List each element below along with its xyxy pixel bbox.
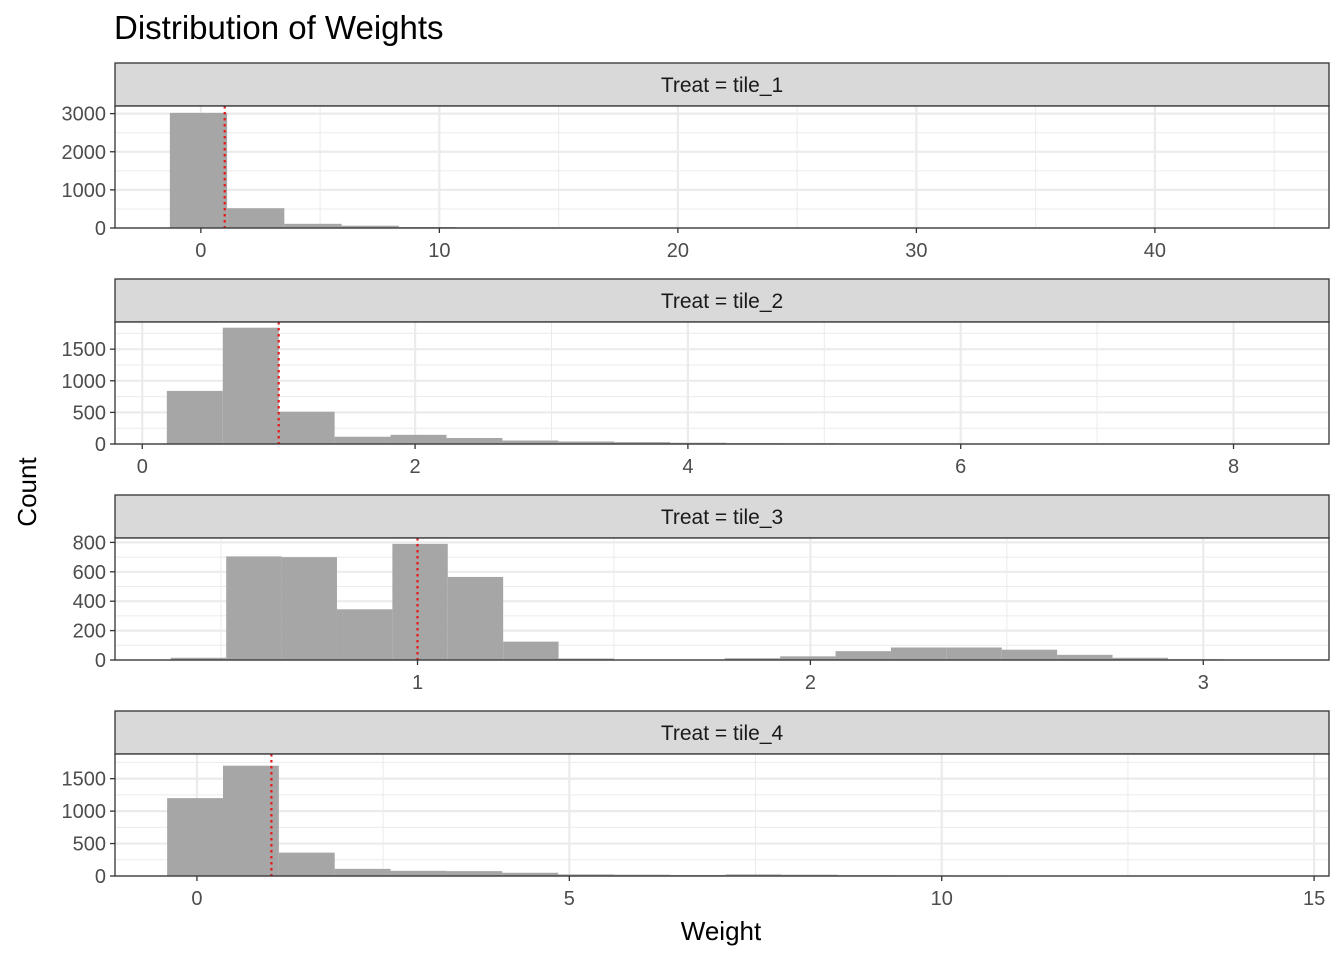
x-tick-label: 10 (931, 888, 953, 910)
facet-strip (114, 710, 1330, 755)
histogram-bar (281, 557, 337, 660)
histogram-bar (222, 327, 279, 444)
histogram-bar (1112, 657, 1168, 660)
y-tick-label: 1000 (62, 371, 107, 393)
facet-strip-label: Treat = tile_4 (661, 722, 784, 745)
panel-border (114, 537, 1330, 661)
x-tick-label: 10 (428, 240, 450, 262)
histogram-bar (614, 442, 671, 444)
x-tick-label: 15 (1303, 888, 1325, 910)
facet-panel-3: Treat = tile_3 0 200 400 600 800 1 2 3 (73, 494, 1330, 694)
facet-strip-label: Treat = tile_3 (661, 506, 783, 529)
y-tick-label: 1000 (62, 180, 107, 202)
chart-title: Distribution of Weights (114, 9, 444, 46)
x-tick-label: 0 (137, 456, 148, 478)
histogram-bar (336, 609, 393, 660)
plot-area (115, 106, 1329, 228)
histogram-bar (278, 411, 335, 444)
histogram-bar (502, 440, 559, 444)
histogram-bar (169, 112, 228, 228)
histogram-bar (780, 656, 836, 660)
facet-strip (114, 278, 1330, 323)
histogram-bar (447, 576, 504, 660)
facet-strip (114, 62, 1330, 107)
histogram-bar (227, 208, 285, 228)
histogram-bar (166, 390, 223, 444)
x-tick-label: 1 (412, 672, 423, 694)
y-tick-label: 2000 (62, 142, 107, 164)
histogram-bar (1001, 649, 1058, 660)
histogram-bar (446, 871, 503, 876)
y-tick-label: 500 (73, 834, 106, 856)
y-tick-label: 0 (95, 434, 106, 456)
panel-border (114, 321, 1330, 445)
panel-border (114, 105, 1330, 229)
histogram-bar (558, 874, 615, 876)
x-tick-label: 0 (195, 240, 206, 262)
x-tick-label: 3 (1198, 672, 1209, 694)
y-tick-label: 1000 (62, 801, 107, 823)
histogram-bar (278, 852, 335, 876)
histogram-bar (222, 765, 279, 876)
x-tick-label: 5 (564, 888, 575, 910)
histogram-bar (558, 658, 614, 660)
histogram-bar (502, 872, 559, 876)
x-tick-label: 0 (191, 888, 202, 910)
y-tick-label: 1500 (62, 769, 107, 791)
y-tick-label: 600 (73, 562, 106, 584)
facet-strip-label: Treat = tile_1 (661, 74, 783, 97)
x-tick-label: 30 (905, 240, 927, 262)
y-tick-label: 0 (95, 218, 106, 240)
histogram-bar (725, 874, 782, 876)
y-axis-label: Count (12, 457, 42, 527)
x-tick-label: 2 (410, 456, 421, 478)
histogram-bar (390, 434, 447, 444)
histogram-bar (390, 870, 447, 876)
y-tick-label: 1500 (62, 339, 107, 361)
x-tick-label: 4 (682, 456, 693, 478)
x-tick-label: 40 (1144, 240, 1166, 262)
facet-strip (114, 494, 1330, 539)
histogram-bar (284, 223, 342, 228)
y-tick-label: 200 (73, 621, 106, 643)
y-tick-label: 0 (95, 866, 106, 888)
facet-strip-label: Treat = tile_2 (661, 290, 783, 313)
y-tick-label: 3000 (62, 104, 107, 126)
histogram-bar (558, 441, 615, 444)
histogram-bar (724, 658, 781, 660)
histogram-bar (835, 651, 891, 660)
y-tick-label: 800 (73, 532, 106, 554)
x-tick-label: 2 (805, 672, 816, 694)
x-tick-label: 20 (667, 240, 689, 262)
histogram-bar (334, 436, 391, 444)
histogram-bar (446, 437, 503, 444)
y-tick-label: 400 (73, 591, 106, 613)
facet-panel-2: Treat = tile_2 0 500 1000 1500 0 2 4 6 8 (62, 278, 1330, 478)
x-tick-label: 6 (955, 456, 966, 478)
histogram-bar (341, 225, 399, 228)
facet-panel-1: Treat = tile_1 0 1000 2000 3000 0 10 20 30 40 (62, 62, 1330, 262)
x-tick-label: 8 (1228, 456, 1239, 478)
x-axis-label: Weight (681, 916, 762, 946)
y-tick-label: 0 (95, 650, 106, 672)
histogram-bar (226, 556, 282, 660)
y-tick-label: 500 (73, 402, 106, 424)
histogram-bar (392, 543, 448, 660)
facet-panel-4: Treat = tile_4 0 500 1000 1500 0 5 10 15 (62, 710, 1330, 910)
histogram-bar (167, 798, 223, 876)
histogram-bar (890, 647, 947, 660)
histogram-bar (334, 868, 391, 876)
histogram-bar (1057, 654, 1113, 660)
histogram-bar (946, 647, 1002, 660)
histogram-bar (170, 657, 227, 660)
histogram-bar (503, 641, 559, 660)
panel-border (114, 753, 1330, 877)
